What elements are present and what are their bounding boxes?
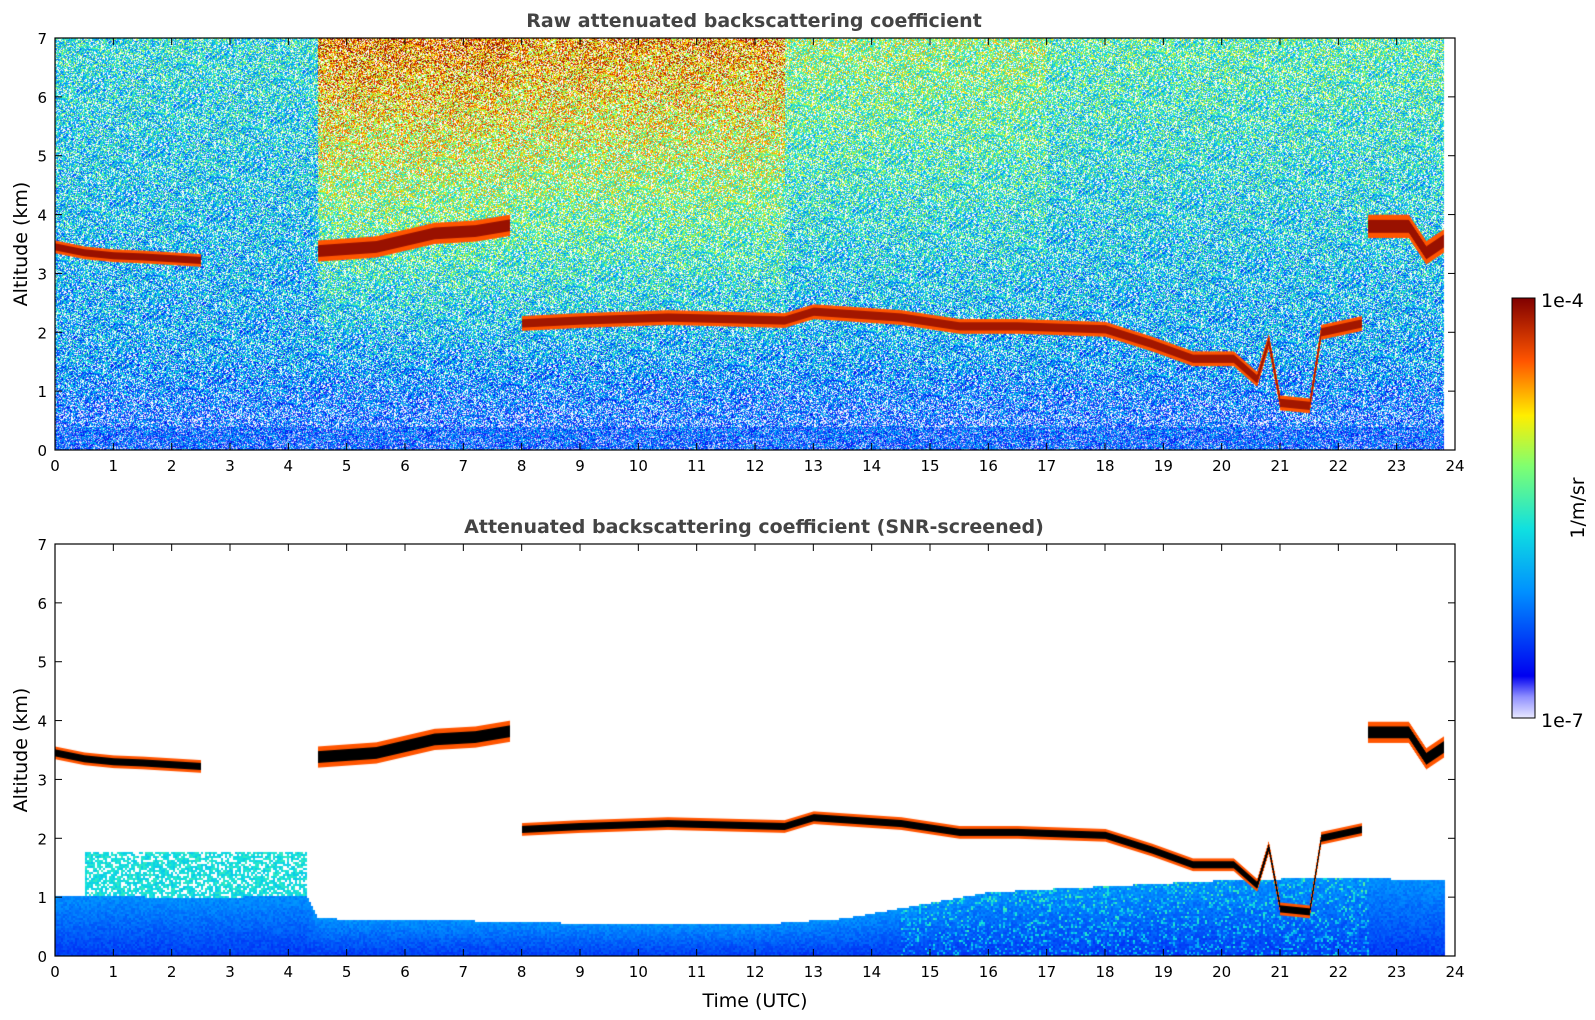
y-tick-label: 1 xyxy=(37,889,47,907)
x-tick-label: 4 xyxy=(284,963,294,981)
panel-1-heatmap xyxy=(55,38,1455,450)
x-tick-label: 10 xyxy=(629,963,648,981)
x-tick-label: 21 xyxy=(1270,457,1289,475)
x-tick-label: 1 xyxy=(109,457,119,475)
y-tick-label: 3 xyxy=(37,265,47,283)
x-tick-label: 11 xyxy=(687,457,706,475)
x-tick-label: 0 xyxy=(50,963,60,981)
y-tick-label: 5 xyxy=(37,654,47,672)
panel-2-heatmap xyxy=(55,544,1455,956)
panel-1-title: Raw attenuated backscattering coefficien… xyxy=(526,10,982,32)
x-tick-label: 7 xyxy=(459,457,469,475)
panel-2-y-axis-label: Altitude (km) xyxy=(10,688,32,813)
panel-1-y-axis-label: Altitude (km) xyxy=(10,182,32,307)
x-tick-label: 17 xyxy=(1037,963,1056,981)
x-tick-label: 8 xyxy=(517,457,527,475)
x-tick-label: 8 xyxy=(517,963,527,981)
x-tick-label: 15 xyxy=(920,457,939,475)
x-tick-label: 3 xyxy=(225,963,235,981)
colorbar: 1e-4 1e-7 1/m/sr xyxy=(1511,290,1589,732)
x-tick-label: 5 xyxy=(342,963,352,981)
x-tick-label: 4 xyxy=(284,457,294,475)
x-tick-label: 24 xyxy=(1445,963,1464,981)
x-tick-label: 19 xyxy=(1154,963,1173,981)
y-tick-label: 7 xyxy=(37,536,47,554)
x-axis-label: Time (UTC) xyxy=(701,990,807,1012)
x-tick-label: 2 xyxy=(167,457,177,475)
panel-2-y-axis: 0 1 2 3 4 5 6 7 xyxy=(37,536,1455,966)
y-tick-label: 0 xyxy=(37,948,47,966)
x-tick-label: 12 xyxy=(745,963,764,981)
x-tick-label: 9 xyxy=(575,963,585,981)
colorbar-unit-label: 1/m/sr xyxy=(1567,477,1589,538)
x-tick-label: 1 xyxy=(109,963,119,981)
y-tick-label: 2 xyxy=(37,830,47,848)
x-tick-label: 9 xyxy=(575,457,585,475)
y-tick-label: 5 xyxy=(37,148,47,166)
y-tick-label: 4 xyxy=(37,713,47,731)
x-tick-label: 11 xyxy=(687,963,706,981)
x-tick-label: 13 xyxy=(804,963,823,981)
colorbar-min-label: 1e-7 xyxy=(1541,710,1584,732)
raw-backscatter-panel: Raw attenuated backscattering coefficien… xyxy=(10,10,1465,475)
colorbar-max-label: 1e-4 xyxy=(1541,290,1584,312)
x-tick-label: 14 xyxy=(862,963,881,981)
x-tick-label: 12 xyxy=(745,457,764,475)
x-tick-label: 16 xyxy=(979,457,998,475)
x-tick-label: 18 xyxy=(1095,963,1114,981)
x-tick-label: 16 xyxy=(979,963,998,981)
x-tick-label: 5 xyxy=(342,457,352,475)
snr-screened-backscatter-panel: Attenuated backscattering coefficient (S… xyxy=(10,516,1465,1012)
x-tick-label: 17 xyxy=(1037,457,1056,475)
x-tick-label: 22 xyxy=(1329,963,1348,981)
panel-2-plot-area xyxy=(55,544,1455,956)
x-tick-label: 23 xyxy=(1387,963,1406,981)
x-tick-label: 18 xyxy=(1095,457,1114,475)
x-tick-label: 23 xyxy=(1387,457,1406,475)
x-tick-label: 15 xyxy=(920,963,939,981)
x-tick-label: 13 xyxy=(804,457,823,475)
y-tick-label: 3 xyxy=(37,771,47,789)
y-tick-label: 0 xyxy=(37,442,47,460)
y-tick-label: 2 xyxy=(37,324,47,342)
x-tick-label: 3 xyxy=(225,457,235,475)
y-tick-label: 4 xyxy=(37,207,47,225)
x-tick-label: 14 xyxy=(862,457,881,475)
x-tick-label: 24 xyxy=(1445,457,1464,475)
x-tick-label: 7 xyxy=(459,963,469,981)
x-tick-label: 19 xyxy=(1154,457,1173,475)
x-tick-label: 6 xyxy=(400,963,410,981)
y-tick-label: 6 xyxy=(37,89,47,107)
x-tick-label: 21 xyxy=(1270,963,1289,981)
x-tick-label: 20 xyxy=(1212,963,1231,981)
y-tick-label: 7 xyxy=(37,30,47,48)
y-tick-label: 1 xyxy=(37,383,47,401)
panel-1-plot-area xyxy=(55,38,1455,450)
x-tick-label: 2 xyxy=(167,963,177,981)
colorbar-gradient xyxy=(1511,297,1536,719)
x-tick-label: 22 xyxy=(1329,457,1348,475)
x-tick-label: 0 xyxy=(50,457,60,475)
y-tick-label: 6 xyxy=(37,595,47,613)
panel-1-x-axis: 0 1 2 3 4 5 6 7 8 9 10 11 12 13 14 15 16 17 18 19 20 21 22 23 24 xyxy=(50,38,1465,475)
panel-2-x-axis: 0 1 2 3 4 5 6 7 8 9 10 11 12 13 14 15 16 17 18 19 20 21 22 23 24 xyxy=(50,544,1465,981)
x-tick-label: 20 xyxy=(1212,457,1231,475)
panel-2-title: Attenuated backscattering coefficient (S… xyxy=(464,516,1044,538)
x-tick-label: 6 xyxy=(400,457,410,475)
x-tick-label: 10 xyxy=(629,457,648,475)
panel-1-y-axis: 0 1 2 3 4 5 6 7 xyxy=(37,30,1455,460)
